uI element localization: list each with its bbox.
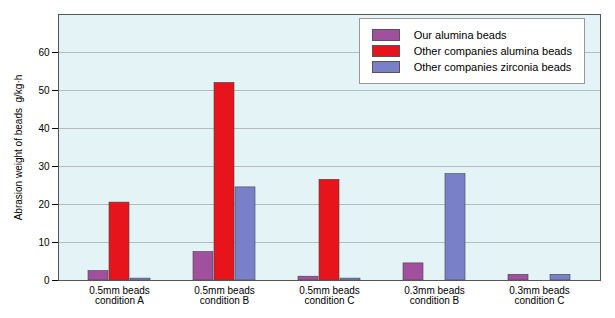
svg-text:0: 0 — [44, 275, 50, 286]
svg-text:10: 10 — [38, 237, 50, 248]
svg-text:0.3mm beadscondition B: 0.3mm beadscondition B — [404, 285, 465, 306]
svg-text:Abrasion weight of beads g/kg: Abrasion weight of beads g/kg·h — [13, 75, 24, 221]
svg-text:40: 40 — [38, 123, 50, 134]
svg-text:0.3mm beadscondition C: 0.3mm beadscondition C — [509, 285, 570, 306]
svg-text:0.5mm beadscondition C: 0.5mm beadscondition C — [299, 285, 360, 306]
svg-text:0.5mm beadscondition A: 0.5mm beadscondition A — [89, 285, 150, 306]
svg-text:60: 60 — [38, 47, 50, 58]
svg-text:30: 30 — [38, 161, 50, 172]
svg-text:20: 20 — [38, 199, 50, 210]
html-text:Other companies zirconia beads: Other companies zirconia beads — [413, 61, 572, 73]
html-text:Other companies alumina beads: Other companies alumina beads — [413, 45, 572, 57]
svg-text:50: 50 — [38, 85, 50, 96]
html-text:Our alumina beads: Our alumina beads — [413, 29, 507, 41]
svg-text:0.5mm beadscondition B: 0.5mm beadscondition B — [194, 285, 255, 306]
